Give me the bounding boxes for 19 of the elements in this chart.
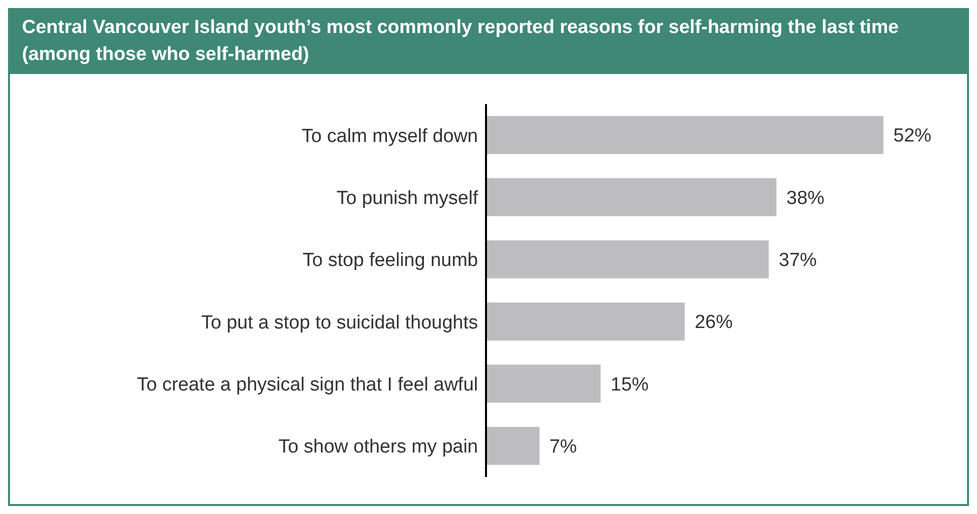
data-label: 26%: [694, 312, 733, 334]
y-tick-label: To punish myself: [336, 188, 479, 209]
data-label: 15%: [610, 374, 649, 396]
data-label: 38%: [786, 188, 825, 209]
bar: [486, 364, 601, 403]
y-tick-label: To put a stop to suicidal thoughts: [201, 312, 478, 334]
y-tick-label: To stop feeling numb: [302, 250, 478, 272]
bar: [486, 240, 769, 278]
chart-title: Central Vancouver Island youth’s most commonly reported reasons for self-harming the last time (among those who self-harmed): [10, 10, 967, 74]
y-tick-label: To calm myself down: [302, 126, 478, 147]
data-label: 37%: [778, 250, 817, 272]
bar: [486, 178, 776, 216]
bar: [486, 426, 540, 465]
bar: [486, 302, 685, 340]
data-label: 52%: [893, 126, 932, 147]
y-tick-label: To show others my pain: [278, 436, 478, 458]
data-label: 7%: [550, 436, 578, 458]
y-tick-label: To create a physical sign that I feel awful: [136, 374, 478, 396]
bar: [486, 116, 884, 154]
